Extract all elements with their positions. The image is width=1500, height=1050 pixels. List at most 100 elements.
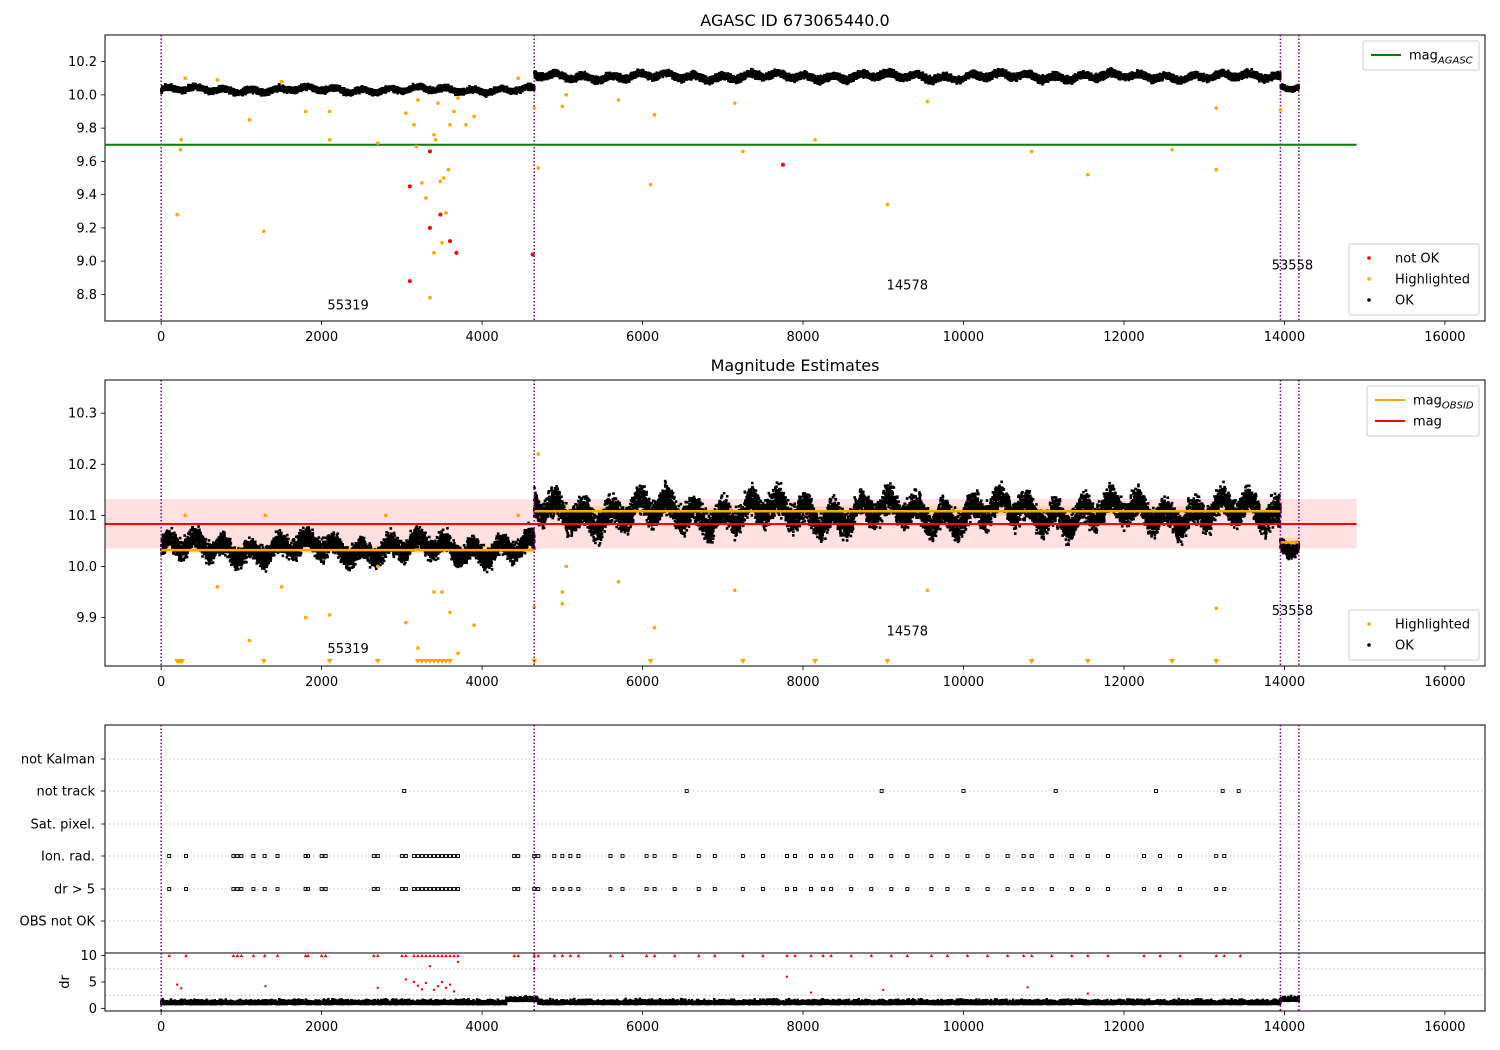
- ok-point: [268, 88, 272, 91]
- ok-point: [530, 86, 533, 89]
- ok-point: [513, 89, 517, 93]
- ok-point: [418, 86, 421, 90]
- ok-point: [526, 82, 530, 86]
- ok-point: [503, 86, 507, 90]
- ok-point: [391, 85, 395, 88]
- ok-point: [368, 91, 371, 95]
- ok-point: [449, 87, 453, 90]
- ok-point: [462, 90, 466, 94]
- ok-point: [309, 85, 312, 88]
- ok-point: [198, 87, 202, 90]
- ok-point: [194, 82, 198, 86]
- ok-point: [343, 91, 347, 94]
- ok-point: [218, 88, 222, 92]
- ok-point: [289, 89, 293, 93]
- ok-point: [342, 88, 346, 92]
- ok-point: [244, 88, 248, 91]
- ok-point: [316, 88, 319, 91]
- ok-point: [160, 91, 163, 95]
- ok-point: [243, 86, 247, 89]
- ok-point: [197, 84, 200, 87]
- ok-point: [218, 85, 221, 89]
- ok-point: [396, 89, 399, 92]
- axes-frame: [104, 34, 1486, 322]
- ok-point: [338, 84, 342, 88]
- ok-point: [436, 88, 439, 91]
- ok-point: [258, 90, 261, 93]
- ok-point: [278, 87, 282, 90]
- ok-point: [439, 84, 443, 87]
- ok-point: [445, 84, 449, 87]
- ok-point: [510, 91, 514, 95]
- ok-point: [420, 85, 424, 89]
- ok-point: [214, 88, 217, 92]
- ok-point: [297, 89, 300, 93]
- ok-point: [293, 89, 297, 93]
- ok-point: [485, 93, 489, 96]
- ok-point: [305, 88, 308, 92]
- ok-point: [358, 91, 361, 95]
- ok-point: [169, 83, 173, 86]
- ok-point: [326, 87, 329, 91]
- ok-point: [221, 86, 224, 89]
- ok-point: [218, 90, 222, 94]
- ok-point: [202, 87, 206, 91]
- ok-point: [188, 87, 192, 91]
- ok-point: [466, 88, 469, 92]
- ok-point: [161, 87, 165, 90]
- ok-point: [469, 88, 472, 92]
- ok-point: [227, 87, 231, 91]
- ok-point: [303, 86, 307, 90]
- ok-point: [279, 89, 283, 92]
- ok-point: [371, 93, 374, 97]
- ok-point: [349, 93, 353, 96]
- ok-point: [194, 86, 198, 90]
- ok-point: [200, 84, 204, 88]
- ok-point: [417, 83, 421, 87]
- ok-point: [509, 92, 512, 96]
- ok-point: [237, 90, 240, 93]
- ok-point: [510, 87, 514, 91]
- ok-point: [320, 86, 324, 89]
- ok-point: [167, 85, 171, 89]
- ok-point: [352, 90, 355, 93]
- ok-point: [454, 92, 458, 95]
- ok-point: [479, 90, 483, 94]
- ok-point: [427, 89, 430, 92]
- ok-point: [285, 88, 288, 92]
- ok-point: [206, 87, 209, 90]
- ok-point: [403, 89, 407, 92]
- ok-point: [493, 90, 496, 93]
- ok-point: [333, 86, 337, 89]
- ok-point: [410, 86, 413, 89]
- ok-point: [381, 88, 385, 92]
- ok-point: [328, 87, 332, 91]
- ok-points: [160, 82, 536, 98]
- ok-point: [497, 88, 501, 92]
- ok-point: [322, 90, 326, 94]
- ok-point: [412, 87, 416, 91]
- ok-point: [313, 87, 317, 90]
- ok-point: [224, 87, 228, 91]
- ok-point: [164, 86, 168, 90]
- ok-point: [164, 83, 167, 86]
- ok-point: [490, 93, 494, 96]
- ok-point: [208, 90, 211, 93]
- ok-point: [527, 88, 531, 91]
- ok-point: [176, 90, 180, 93]
- ok-point: [396, 91, 400, 95]
- ok-point: [433, 88, 437, 92]
- ok-point: [471, 91, 475, 95]
- ok-points: [533, 67, 1282, 86]
- ok-point: [356, 89, 360, 93]
- ok-point: [488, 90, 492, 94]
- ok-point: [429, 91, 433, 94]
- ok-point: [335, 88, 339, 91]
- ok-point: [523, 84, 527, 88]
- ok-point: [456, 87, 459, 91]
- ok-point: [518, 88, 522, 91]
- ok-point: [399, 91, 403, 95]
- ok-point: [251, 91, 255, 95]
- ok-point: [429, 88, 433, 92]
